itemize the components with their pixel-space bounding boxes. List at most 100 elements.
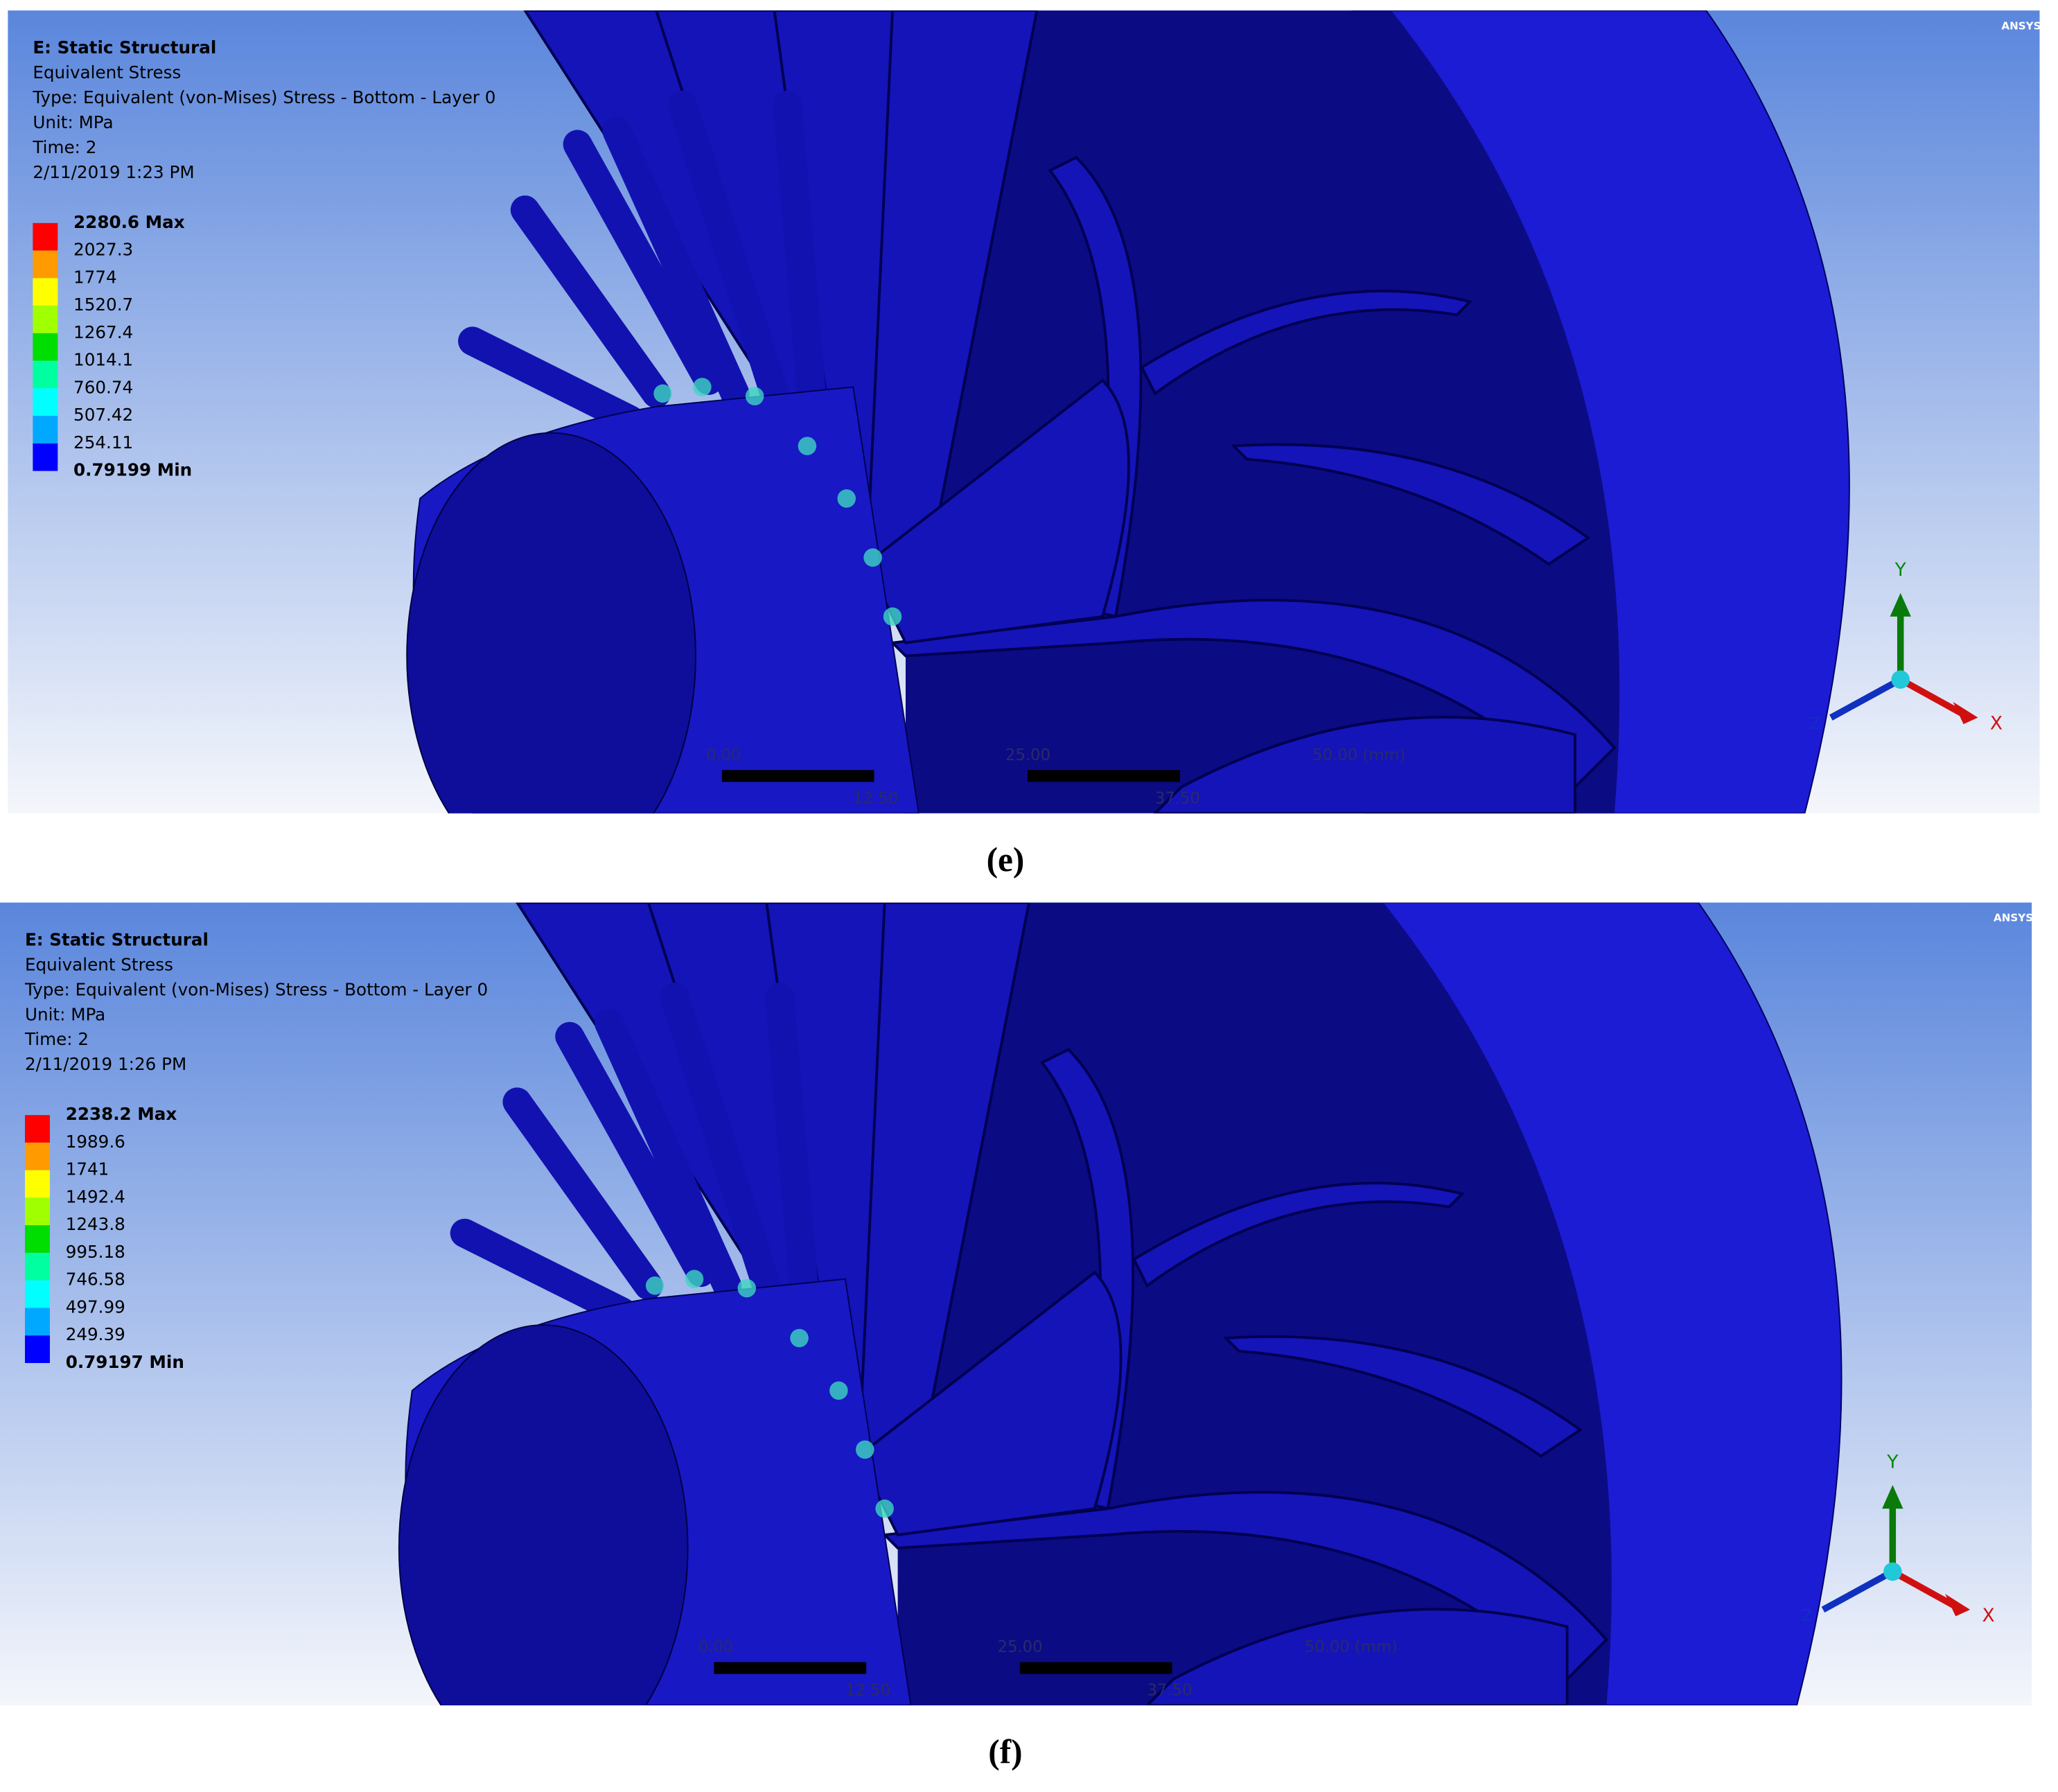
legend-swatch — [33, 360, 58, 389]
scale-label: 37.50 — [1147, 1682, 1192, 1700]
blade-edge — [563, 130, 723, 395]
legend-swatch — [24, 1142, 50, 1170]
legend-label: 995.18 — [66, 1242, 125, 1262]
blade — [1145, 1608, 1569, 1706]
axis-x — [1899, 676, 1964, 717]
scale-label: 50.00 (mm) — [1312, 746, 1405, 764]
legend-swatch — [33, 306, 58, 333]
legend-swatch — [33, 278, 58, 306]
legend-label: 1243.8 — [66, 1214, 125, 1234]
blade-edge — [555, 1021, 716, 1288]
axis-z — [1821, 1568, 1894, 1613]
blade-edge — [668, 90, 789, 408]
scale-bar — [721, 770, 874, 782]
scale-label: 50.00 (mm) — [1305, 1638, 1398, 1656]
legend-label: 2027.3 — [73, 240, 133, 260]
stress-hotspot — [875, 1499, 894, 1518]
stress-hotspot — [798, 437, 817, 455]
axis-x-head — [1945, 1594, 1971, 1617]
legend-label: 1014.1 — [73, 350, 133, 370]
model — [406, 10, 1850, 814]
legend-swatch — [24, 1280, 50, 1308]
blade — [881, 1491, 1609, 1681]
legend-label: 0.79197 Min — [66, 1352, 184, 1372]
scale-label: 37.50 — [1155, 789, 1200, 807]
legend-label: 1492.4 — [66, 1186, 125, 1206]
axis-x-head — [1953, 701, 1978, 725]
legend-swatch — [33, 333, 58, 361]
legend-swatch — [24, 1225, 50, 1253]
result-header: Type: Equivalent (von-Mises) Stress - Bo… — [24, 979, 488, 999]
legend-label: 249.39 — [66, 1324, 125, 1344]
panel-caption: (f) — [988, 1732, 1022, 1771]
model — [398, 902, 1842, 1706]
blade — [856, 1270, 1123, 1537]
scale-label: 25.00 — [998, 1638, 1043, 1656]
axis-y-head — [1890, 592, 1911, 617]
blade-edge — [502, 1087, 663, 1301]
legend-label: 746.58 — [66, 1270, 125, 1290]
legend-label: 1741 — [66, 1159, 109, 1179]
axis-z — [1829, 676, 1902, 721]
stress-hotspot — [645, 1276, 665, 1295]
blade-edge — [595, 1008, 742, 1301]
scale-label: 25.00 — [1005, 746, 1050, 764]
scale-bar — [1028, 770, 1180, 782]
legend-swatch — [33, 250, 58, 279]
legend-label: 1267.4 — [73, 322, 133, 342]
blade-edge — [602, 116, 750, 408]
logo: ANSYS — [1994, 912, 2033, 924]
result-panel: E: Static Structural Equivalent Stress Typ… — [8, 10, 2041, 879]
legend-label: 507.42 — [73, 405, 133, 425]
blade-edge — [458, 326, 645, 434]
axis-label: Y — [1886, 1451, 1899, 1473]
blade-edge — [773, 90, 829, 434]
blade-edge — [765, 982, 820, 1326]
axis-label: Z — [1810, 715, 1821, 733]
result-header: E: Static Structural — [33, 37, 216, 58]
legend-swatch — [33, 222, 58, 251]
result-header: Type: Equivalent (von-Mises) Stress - Bo… — [32, 87, 495, 107]
legend-swatch — [33, 416, 58, 443]
legend-label: 2238.2 Max — [66, 1104, 177, 1124]
stress-hotspot — [685, 1270, 704, 1289]
stress-hotspot — [855, 1440, 874, 1459]
blade — [864, 378, 1130, 644]
result-header: Equivalent Stress — [33, 62, 181, 82]
legend-swatch — [33, 388, 58, 416]
stress-hotspot — [837, 489, 856, 508]
result-header: Equivalent Stress — [25, 954, 173, 974]
result-header: Unit: MPa — [33, 112, 113, 132]
blade — [889, 599, 1617, 789]
legend-label: 1774 — [73, 267, 117, 287]
triad-origin — [1883, 1562, 1902, 1581]
legend-label: 0.79199 Min — [73, 460, 192, 480]
stress-hotspot — [745, 387, 764, 405]
legend-label: 497.99 — [66, 1297, 125, 1317]
result-header: 2/11/2019 1:26 PM — [25, 1054, 186, 1074]
stress-hotspot — [790, 1328, 809, 1348]
axis-label: X — [1990, 713, 2003, 735]
legend-swatch — [24, 1115, 50, 1143]
legend-swatch — [33, 443, 58, 471]
blade — [1153, 716, 1576, 814]
blade-edge — [660, 982, 782, 1301]
stress-hotspot — [829, 1381, 848, 1400]
legend-label: 1520.7 — [73, 295, 133, 315]
result-panel: E: Static Structural Equivalent Stress Typ… — [0, 902, 2033, 1771]
legend-label: 760.74 — [73, 377, 133, 397]
legend-swatch — [24, 1308, 50, 1336]
blade-edge — [450, 1218, 637, 1326]
stress-hotspot — [653, 384, 672, 403]
legend-swatch — [24, 1197, 50, 1226]
result-header: 2/11/2019 1:23 PM — [33, 162, 194, 182]
logo: ANSYS — [2001, 19, 2041, 32]
stress-hotspot — [883, 607, 902, 626]
axis-label: X — [1982, 1605, 1995, 1626]
legend-label: 1989.6 — [66, 1132, 125, 1152]
legend-swatch — [24, 1252, 50, 1281]
stress-hotspot — [737, 1279, 757, 1298]
axis-label: Z — [1802, 1607, 1813, 1625]
hub-face — [398, 1324, 689, 1706]
